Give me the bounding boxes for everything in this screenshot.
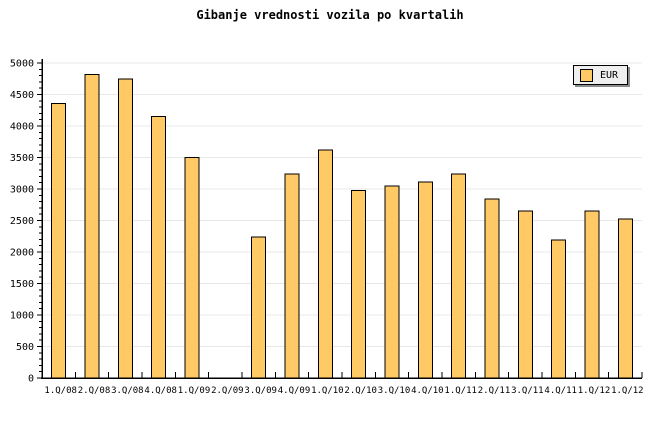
- y-axis-tick-label: 4500: [10, 90, 34, 101]
- bar: [184, 157, 200, 379]
- x-axis-tick-label: 4.Q/10: [411, 386, 444, 396]
- x-axis-tick-label: 1.Q/10: [311, 386, 344, 396]
- x-axis-tick-label: 1.Q/08: [44, 386, 77, 396]
- bar: [451, 173, 467, 379]
- x-axis-tick-label: 4.Q/11: [544, 386, 577, 396]
- bar: [117, 78, 133, 379]
- y-axis-tick-label: 1000: [10, 311, 34, 322]
- x-axis-tick-label: 2.Q/11: [478, 386, 511, 396]
- x-axis-tick-label: 4.Q/09: [278, 386, 311, 396]
- legend: EUR: [573, 65, 629, 85]
- bar: [84, 73, 100, 379]
- bar: [551, 239, 567, 379]
- y-axis-tick-label: 3000: [10, 185, 34, 196]
- bar: [617, 218, 633, 379]
- x-axis-tick-label: 3.Q/10: [378, 386, 411, 396]
- legend-label: EUR: [600, 69, 619, 81]
- y-axis-tick-label: 5000: [10, 59, 34, 70]
- legend-swatch-icon: [580, 68, 593, 82]
- x-axis-tick-label: 3.Q/08: [111, 386, 144, 396]
- bar: [517, 210, 533, 379]
- bar: [317, 149, 333, 379]
- bar: [251, 236, 267, 379]
- bar: [417, 181, 433, 379]
- x-axis-tick-label: 4.Q/08: [144, 386, 177, 396]
- bar: [284, 173, 300, 379]
- x-axis-tick-label: 3.Q/11: [511, 386, 544, 396]
- bar: [351, 189, 367, 379]
- y-axis-tick-label: 1500: [10, 279, 34, 290]
- y-axis-tick-label: 4000: [10, 122, 34, 133]
- bar: [151, 116, 167, 379]
- x-axis-tick-label: 1.Q/09: [178, 386, 211, 396]
- x-axis-tick-label: 2.Q/09: [211, 386, 244, 396]
- y-axis-tick-label: 2000: [10, 248, 34, 259]
- bar: [584, 210, 600, 379]
- bar: [51, 102, 67, 379]
- x-axis-tick-label: 3.Q/09: [244, 386, 277, 396]
- y-axis-tick-label: 0: [28, 374, 34, 385]
- x-axis-tick-label: 2.Q/10: [344, 386, 377, 396]
- y-axis-tick-label: 2500: [10, 216, 34, 227]
- bar: [484, 198, 500, 379]
- x-axis-tick-label: 2.Q/08: [78, 386, 111, 396]
- y-axis-tick-label: 3500: [10, 153, 34, 164]
- x-axis-tick-label: 1.Q/12: [578, 386, 611, 396]
- x-axis-tick-label: 1.Q/12: [611, 386, 644, 396]
- chart-title: Gibanje vrednosti vozila po kvartalih: [196, 8, 464, 22]
- bar: [384, 185, 400, 379]
- x-axis-tick-label: 1.Q/11: [444, 386, 477, 396]
- y-axis-tick-label: 500: [16, 342, 34, 353]
